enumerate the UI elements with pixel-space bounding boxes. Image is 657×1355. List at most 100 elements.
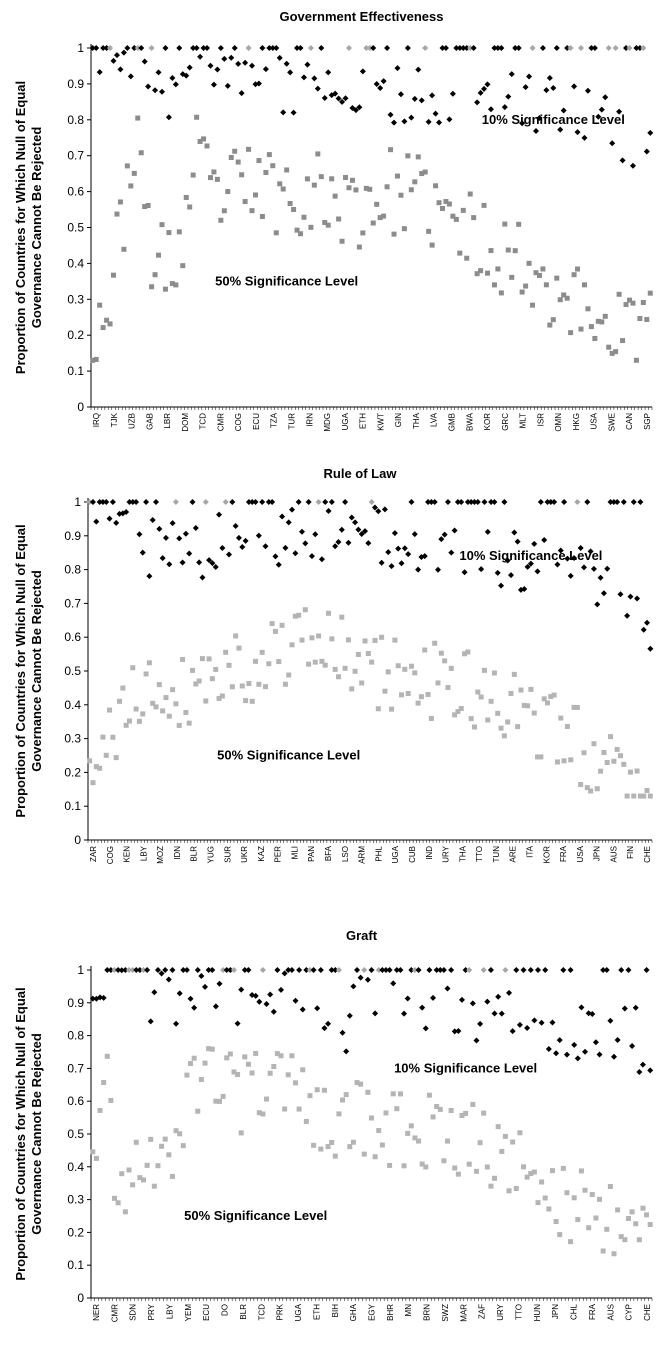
data-point [129,499,136,505]
data-point [524,1024,531,1031]
data-point [444,985,451,992]
data-point [315,499,322,505]
data-point [456,45,463,51]
data-point [408,499,415,505]
x-tick-label: CHL [570,1303,579,1320]
data-point [611,1251,617,1257]
data-point [398,192,404,198]
data-point [329,1140,335,1146]
data-point [182,530,189,537]
data-point [252,81,259,88]
data-point [169,281,175,287]
data-point [588,788,594,794]
data-point [332,90,339,97]
data-point [180,967,187,973]
data-point [599,319,605,325]
x-tick-label: SUR [223,846,232,863]
data-point [180,1143,186,1149]
data-point [484,528,491,535]
data-point [312,531,319,538]
significance-annotation: 50% Significance Level [184,1208,327,1223]
data-point [502,967,509,973]
data-point [121,246,127,252]
data-point [450,213,456,219]
data-point [640,626,647,633]
data-point [394,1106,400,1112]
data-point [153,704,159,710]
data-point [169,74,176,81]
data-point [216,511,223,518]
x-tick-label: UGA [341,412,350,430]
data-point [307,45,314,51]
data-point [588,45,595,51]
data-point [435,566,442,573]
data-point [146,660,152,666]
data-point [263,170,269,176]
data-point [249,1070,255,1076]
data-point [578,45,585,51]
data-point [117,199,123,205]
data-point [487,967,494,973]
data-point [369,1115,374,1121]
data-point [379,634,385,640]
data-point [575,266,581,272]
data-point [243,698,249,704]
significance-annotation: 10% Significance Level [459,548,602,563]
data-point [255,80,262,87]
y-tick-label: 0.6 [67,185,84,199]
x-tick-label: UGA [391,845,400,863]
x-tick-label: GMB [447,413,456,431]
x-tick-label: BLR [239,1304,248,1320]
data-point [405,1130,411,1136]
x-tick-label: LSO [341,846,350,862]
data-point [618,1234,624,1240]
data-point [381,213,387,219]
data-point [297,45,304,51]
data-point [190,45,197,51]
data-point [412,179,418,185]
data-point [216,1098,222,1104]
data-point [228,155,234,161]
data-point [568,330,574,336]
data-point [353,187,359,193]
y-tick-label: 0.9 [67,996,84,1010]
data-point [484,1164,490,1170]
data-point [276,659,282,665]
data-point [391,119,398,126]
data-point [226,551,232,558]
data-point [300,1067,306,1073]
data-point [554,275,560,281]
data-point [169,520,176,527]
x-tick-label: DO [221,1304,230,1316]
x-tick-label: LBY [165,1303,174,1319]
data-point [616,291,622,297]
data-point [143,499,150,505]
y-axis-label: Proportion of Countries for Which Null o… [13,524,28,817]
data-point [256,1110,262,1116]
data-point [422,1025,429,1032]
data-point [618,967,625,973]
data-point [228,54,235,61]
data-point [89,45,96,51]
x-tick-label: MN [404,1304,413,1317]
data-point [202,1060,208,1066]
data-point [390,980,397,987]
data-point [359,680,365,686]
data-point [352,668,358,674]
data-point [306,967,313,973]
data-point [292,997,299,1004]
data-point [259,45,266,51]
data-point [150,700,156,706]
data-point [318,174,324,180]
data-point [199,656,205,662]
data-point [346,185,352,191]
data-point [236,645,242,651]
data-point [535,1200,541,1206]
data-point [501,499,508,505]
data-point [214,176,220,182]
data-point [404,45,411,51]
data-point [647,793,653,799]
data-point [386,967,393,973]
data-point [516,1021,523,1028]
data-point [515,45,522,51]
